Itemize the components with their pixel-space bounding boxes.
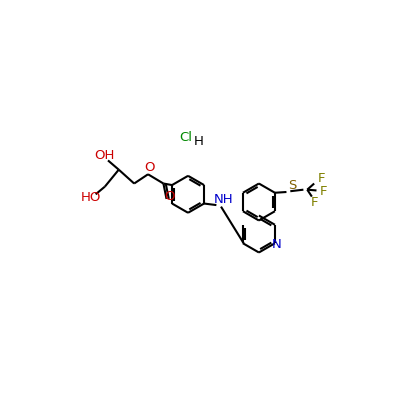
Text: OH: OH: [95, 149, 115, 162]
Text: HO: HO: [81, 191, 101, 204]
Text: F: F: [317, 172, 325, 185]
Text: H: H: [194, 136, 204, 148]
Text: S: S: [288, 178, 296, 192]
Text: O: O: [144, 161, 155, 174]
Text: F: F: [320, 185, 327, 198]
Text: O: O: [164, 190, 175, 203]
Text: NH: NH: [214, 193, 233, 206]
Text: N: N: [272, 238, 281, 250]
Text: F: F: [311, 196, 319, 209]
Text: Cl: Cl: [179, 131, 192, 144]
